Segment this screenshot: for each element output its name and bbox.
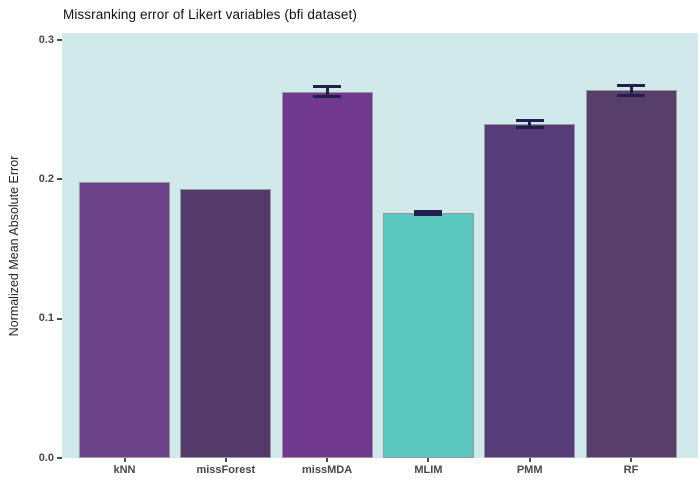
errorbar-whisker-MLIM: [426, 211, 430, 215]
x-tick-label-kNN: kNN: [113, 464, 136, 476]
bar-kNN: [79, 182, 170, 458]
plot-panel: [62, 33, 698, 458]
x-tick-mark: [123, 458, 126, 462]
x-tick-label-RF: RF: [623, 464, 639, 476]
errorbar-whisker-RF: [629, 85, 633, 96]
x-tick-mark: [528, 458, 531, 462]
y-tick-mark: [57, 457, 62, 459]
x-tick-label-MLIM: MLIM: [414, 464, 443, 476]
errorbar-whisker-missMDA: [325, 86, 329, 97]
y-tick-mark: [57, 39, 62, 41]
y-axis-title: Normalized Mean Absolute Error: [7, 155, 21, 337]
errorbar-cap-bottom-PMM: [515, 125, 544, 129]
x-tick-label-missForest: missForest: [196, 464, 256, 476]
y-tick-label-0.2: 0.2: [38, 172, 54, 185]
bar-RF: [585, 90, 677, 458]
y-tick-label-0.1: 0.1: [38, 312, 54, 325]
x-tick-mark: [630, 458, 632, 462]
x-tick-label-missMDA: missMDA: [302, 464, 353, 476]
errorbar-cap-bottom-MLIM: [414, 212, 443, 216]
chart-title: Missranking error of Likert variables (b…: [63, 7, 357, 22]
bar-MLIM: [382, 212, 474, 458]
errorbar-cap-bottom-RF: [617, 93, 645, 97]
x-tick-mark: [224, 458, 227, 462]
bar-missForest: [180, 189, 272, 458]
y-tick-mark: [57, 317, 62, 320]
errorbar-cap-bottom-missMDA: [313, 94, 342, 98]
bar-missMDA: [281, 91, 373, 458]
bar-PMM: [484, 123, 576, 458]
errorbar-whisker-PMM: [528, 120, 532, 128]
y-tick-mark: [57, 178, 62, 181]
y-tick-label-0.3: 0.3: [38, 33, 54, 46]
x-tick-mark: [326, 458, 329, 462]
x-tick-mark: [427, 458, 430, 462]
x-tick-label-PMM: PMM: [516, 464, 543, 476]
y-tick-label-0.0: 0.0: [38, 451, 54, 464]
